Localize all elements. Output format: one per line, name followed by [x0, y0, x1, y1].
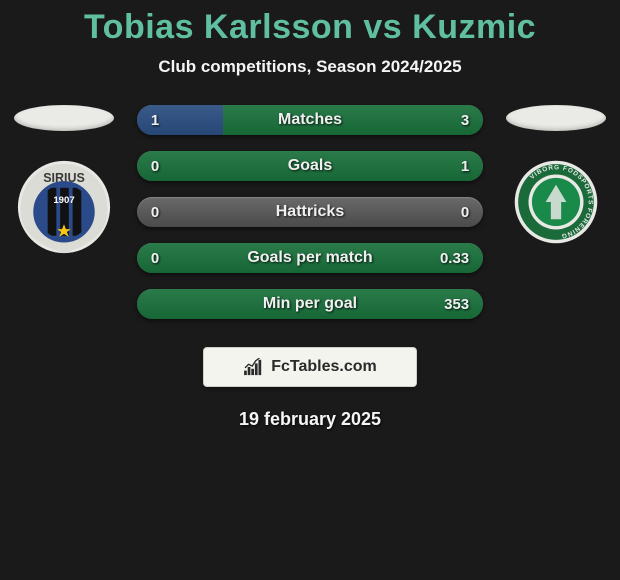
page-subtitle: Club competitions, Season 2024/2025 [0, 57, 620, 77]
player2-club-badge-icon: VIBORG FODSPORTS FORENING [513, 159, 599, 245]
stat-bar: 0Hattricks0 [137, 197, 483, 227]
stat-label: Goals per match [137, 249, 483, 267]
stat-label: Hattricks [137, 203, 483, 221]
comparison-container: Tobias Karlsson vs Kuzmic Club competiti… [0, 0, 620, 430]
stat-label: Goals [137, 157, 483, 175]
stat-bar: 0Goals per match0.33 [137, 243, 483, 273]
stat-bar: 0Goals1 [137, 151, 483, 181]
player1-club-badge-icon: SIRIUS 1907 [16, 159, 112, 255]
stats-column: 1Matches30Goals10Hattricks00Goals per ma… [137, 105, 483, 319]
stat-value-player2: 1 [461, 158, 469, 175]
stat-value-player2: 3 [461, 112, 469, 129]
stat-label: Min per goal [137, 295, 483, 313]
player1-photo-placeholder [14, 105, 114, 131]
stat-bar: 1Matches3 [137, 105, 483, 135]
svg-text:1907: 1907 [54, 195, 75, 206]
player1-side: SIRIUS 1907 [10, 105, 119, 255]
main-row: SIRIUS 1907 1Matches30Goals10Hattricks00… [0, 105, 620, 319]
brand-logo-icon [243, 358, 265, 376]
stat-value-player2: 0 [461, 204, 469, 221]
stat-bar: Min per goal353 [137, 289, 483, 319]
brand-badge[interactable]: FcTables.com [203, 347, 417, 387]
stat-value-player2: 0.33 [440, 250, 469, 267]
player2-photo-placeholder [506, 105, 606, 131]
page-title: Tobias Karlsson vs Kuzmic [0, 8, 620, 47]
comparison-date: 19 february 2025 [0, 409, 620, 430]
brand-label: FcTables.com [271, 358, 377, 376]
stat-value-player2: 353 [444, 296, 469, 313]
stat-label: Matches [137, 111, 483, 129]
player2-side: VIBORG FODSPORTS FORENING [501, 105, 610, 245]
